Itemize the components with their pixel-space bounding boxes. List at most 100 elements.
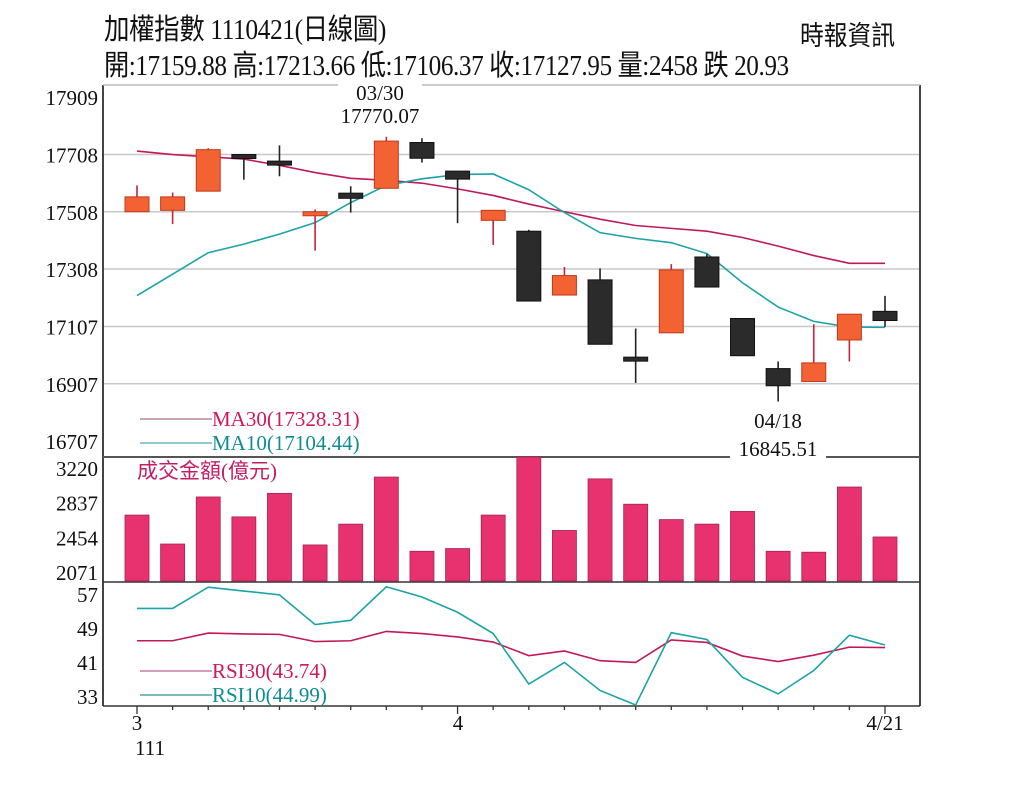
- price-tick-label: 17508: [46, 201, 99, 225]
- volume-bar: [801, 551, 827, 582]
- ma10-line: [136, 173, 886, 329]
- volume-bar: [480, 514, 506, 582]
- volume-bar: [623, 503, 649, 582]
- candle: [124, 185, 150, 213]
- volume-bar: [694, 523, 720, 582]
- candle-body: [801, 362, 827, 382]
- ma10-legend: MA10(17104.44): [212, 431, 360, 455]
- price-tick-label: 16707: [46, 430, 99, 454]
- candle-body: [623, 356, 649, 362]
- rsi-tick-label: 41: [77, 651, 98, 675]
- rsi-tick-label: 49: [77, 617, 98, 641]
- volume-tick-label: 2454: [56, 526, 99, 550]
- candle: [836, 313, 862, 362]
- candle-body: [694, 256, 720, 288]
- price-grid: [104, 153, 919, 385]
- candle-body: [409, 142, 435, 159]
- rsi10-line: [137, 585, 886, 707]
- candle: [658, 264, 684, 334]
- volume-bar: [587, 478, 613, 582]
- x-tick-march: 3: [132, 711, 143, 735]
- candle-body: [765, 368, 791, 387]
- candle: [338, 186, 364, 213]
- candle: [801, 324, 827, 382]
- candle-body: [160, 196, 186, 211]
- price-tick-label: 17909: [46, 86, 99, 110]
- candle-body: [872, 310, 898, 322]
- low-date-label: 04/18: [754, 409, 802, 433]
- volume-bar: [552, 530, 577, 582]
- candle-body: [516, 230, 542, 302]
- volume-tick-label: 2071: [56, 561, 98, 585]
- x-tick-year: 111: [135, 736, 165, 760]
- chart-title: 加權指數 1110421(日線圖): [104, 14, 386, 46]
- price-tick-label: 17308: [46, 258, 99, 282]
- volume-bar: [195, 496, 221, 582]
- candle: [872, 295, 898, 327]
- x-tick-april: 4: [453, 711, 464, 735]
- candle-body: [302, 211, 328, 217]
- candle: [551, 266, 577, 296]
- volume-title: 成交金額(億元): [137, 459, 277, 483]
- x-tick-end: 4/21: [866, 711, 903, 735]
- candle: [160, 192, 186, 225]
- rsi10-legend: RSI10(44.99): [212, 683, 327, 707]
- volume-bar: [124, 514, 150, 582]
- candle-body: [195, 149, 221, 192]
- rsi-tick-label: 57: [77, 583, 98, 607]
- candle: [231, 154, 257, 180]
- candle: [623, 328, 649, 383]
- candle-body: [730, 318, 756, 357]
- rsi30-legend: RSI30(43.74): [212, 659, 327, 683]
- price-tick-label: 17708: [46, 144, 99, 168]
- volume-bar: [872, 536, 898, 582]
- volume-tick-label: 3220: [56, 457, 98, 481]
- volume-bar: [267, 492, 292, 582]
- candle-body: [658, 269, 684, 334]
- ohlc-summary: 開:17159.88 高:17213.66 低:17106.37 收:17127…: [104, 50, 789, 82]
- candle: [765, 361, 791, 402]
- volume-bar: [658, 519, 684, 582]
- candle: [195, 148, 221, 192]
- volume-tick-label: 2837: [56, 492, 98, 516]
- source-label: 時報資訊: [800, 21, 896, 51]
- frame: [102, 84, 921, 707]
- candlesticks: [124, 136, 898, 402]
- candle-body: [480, 209, 506, 221]
- candle-body: [587, 279, 613, 345]
- price-tick-label: 17107: [46, 316, 99, 340]
- volume-bar: [730, 511, 755, 582]
- candle-body: [338, 192, 364, 199]
- moving-average-lines: [136, 150, 886, 329]
- candle-body: [124, 196, 150, 213]
- volume-bar: [445, 548, 470, 582]
- candle: [373, 136, 399, 189]
- rsi30-line: [137, 630, 886, 664]
- high-value-label: 17770.07: [341, 104, 420, 128]
- candle-body: [551, 275, 577, 296]
- candle: [730, 318, 756, 357]
- low-value-label: 16845.51: [739, 437, 818, 461]
- candle-body: [231, 154, 257, 160]
- candle-body: [373, 140, 399, 189]
- volume-bar: [160, 543, 186, 582]
- rsi-lines: [137, 585, 886, 707]
- volume-bar: [231, 516, 257, 582]
- candle-body: [836, 313, 862, 341]
- volume-bar: [516, 456, 542, 582]
- price-tick-label: 16907: [46, 373, 99, 397]
- volume-bar: [765, 550, 791, 582]
- candle: [480, 209, 506, 245]
- volume-axis-ticks: 3220 2837 2454 2071: [56, 457, 99, 585]
- candle-body: [445, 170, 471, 180]
- rsi-axis-ticks: 57 49 41 33: [77, 583, 98, 709]
- candle: [587, 268, 613, 345]
- candle: [694, 254, 720, 288]
- volume-bars: [124, 456, 898, 582]
- ma30-line: [136, 150, 885, 265]
- candle: [516, 229, 542, 302]
- ma30-legend: MA30(17328.31): [212, 407, 360, 431]
- candle: [445, 170, 471, 224]
- rsi-tick-label: 33: [77, 685, 98, 709]
- volume-bar: [373, 476, 399, 582]
